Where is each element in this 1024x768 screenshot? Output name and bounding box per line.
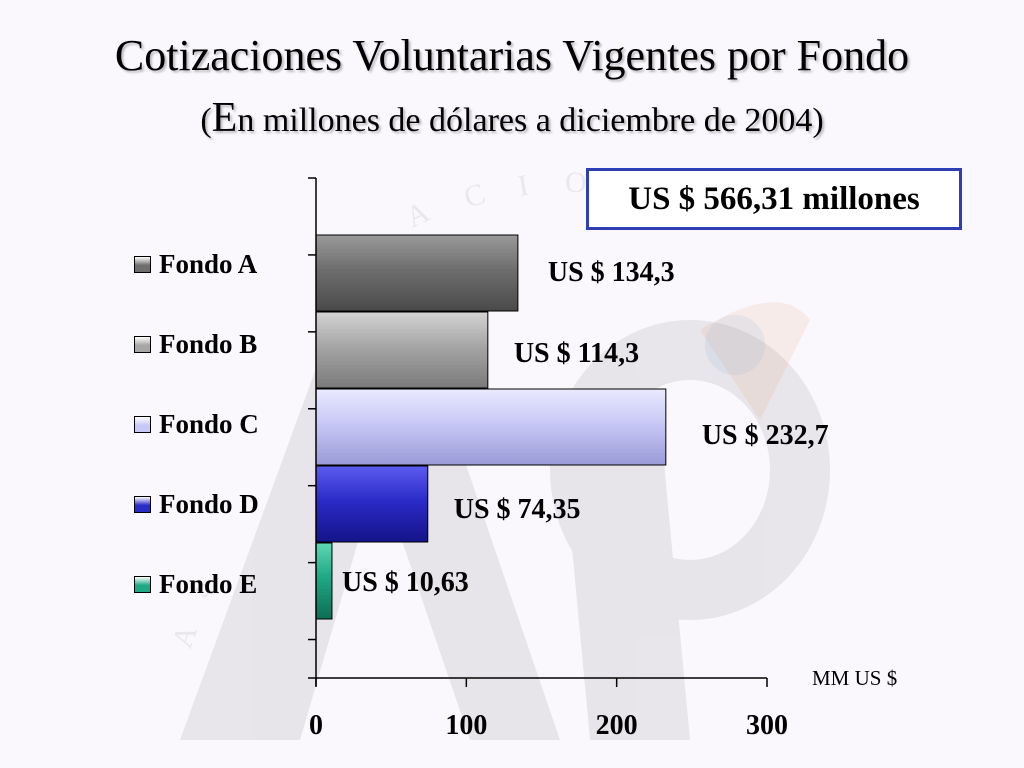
bar-fondo-b [315,311,489,389]
legend-item-fondo-e: Fondo E [134,568,257,600]
x-tick-label-200: 200 [596,710,638,741]
data-label-fondo-e: US $ 10,63 [342,567,469,598]
chart-title: Cotizaciones Voluntarias Vigentes por Fo… [114,31,910,80]
total-annotation: US $ 566,31 millones [586,168,962,230]
chart-subtitle: (En millones de dólares a diciembre de 2… [0,96,1024,143]
data-label-fondo-d: US $ 74,35 [454,494,581,525]
legend-item-fondo-a: Fondo A [134,248,257,280]
bar-fondo-c [315,388,667,466]
subtitle-open: ( [200,102,212,139]
data-label-fondo-a: US $ 134,3 [548,257,675,288]
legend-label: Fondo A [159,248,258,279]
axes-group [308,177,768,687]
x-tick-label-0: 0 [309,710,323,741]
legend-label: Fondo D [159,488,259,519]
subtitle-rest: n millones de dólares a diciembre de 200… [237,102,824,139]
x-axis-unit-label: MM US $ [812,666,898,690]
data-label-fondo-b: US $ 114,3 [514,338,639,369]
legend-swatch [134,575,151,593]
legend-swatch [134,335,151,353]
legend-item-fondo-d: Fondo D [134,488,259,520]
legend-item-fondo-c: Fondo C [134,408,259,440]
bars-group [315,234,667,620]
legend-label: Fondo E [159,568,258,599]
svg-text:O: O [565,166,587,199]
legend-label: Fondo B [159,328,258,359]
bar-fondo-a [315,234,519,312]
legend-label: Fondo C [159,408,259,439]
x-tick-label-300: 300 [746,710,788,741]
legend-swatch [134,415,151,433]
x-tick-label-100: 100 [445,710,487,741]
legend-swatch [134,495,151,513]
data-label-fondo-c: US $ 232,7 [702,420,829,451]
subtitle-initial: E [211,95,238,141]
bar-fondo-d [315,465,429,543]
legend-swatch [134,255,151,273]
legend-item-fondo-b: Fondo B [134,328,257,360]
labels-group: US $ 134,3 US $ 114,3 US $ 232,7 US $ 74,35… [309,257,829,741]
bar-fondo-e [315,542,333,620]
